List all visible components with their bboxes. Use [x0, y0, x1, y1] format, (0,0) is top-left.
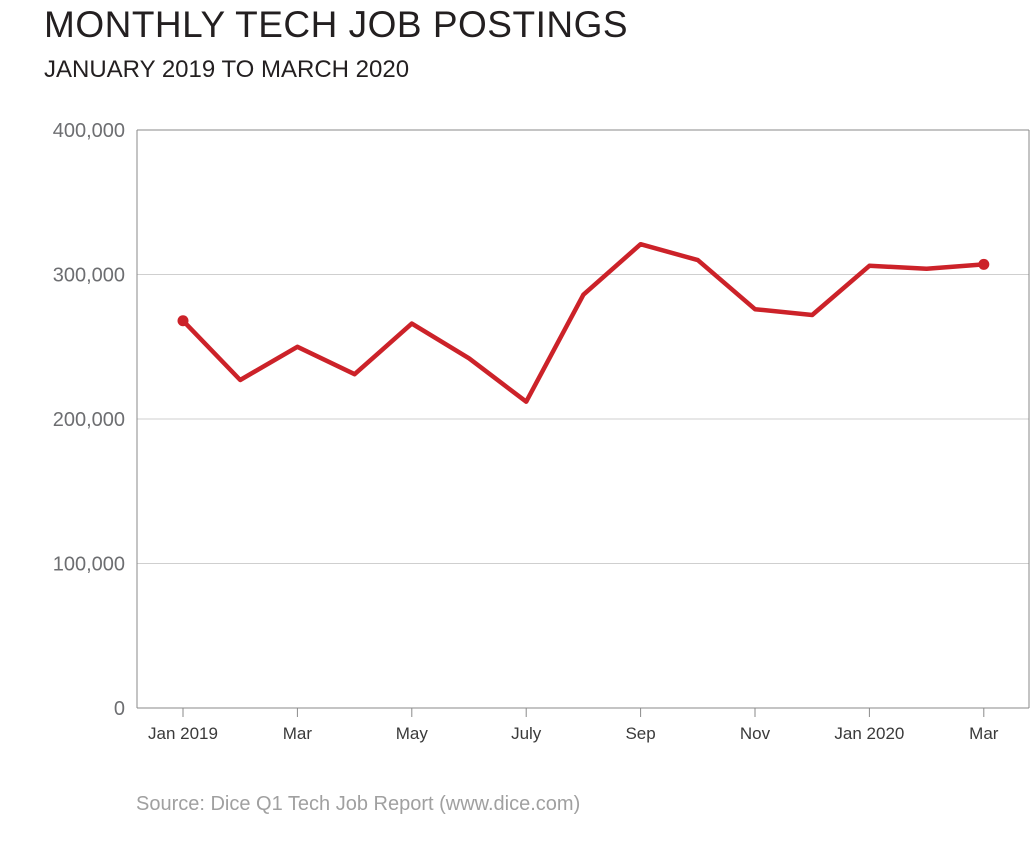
y-tick-label: 200,000	[53, 409, 125, 431]
series-line	[180, 241, 987, 404]
y-tick-label: 400,000	[53, 120, 125, 142]
x-tick-label: July	[511, 724, 542, 743]
source-note: Source: Dice Q1 Tech Job Report (www.dic…	[136, 793, 581, 815]
x-tick-label: Mar	[283, 724, 313, 743]
chart-title: MONTHLY TECH JOB POSTINGS	[44, 4, 629, 45]
x-tick-label: Jan 2019	[148, 724, 218, 743]
x-tick-label: Sep	[625, 724, 655, 743]
y-tick-label: 300,000	[53, 265, 125, 287]
chart-subtitle: JANUARY 2019 TO MARCH 2020	[44, 56, 410, 83]
x-tick-label: Jan 2020	[834, 724, 904, 743]
x-tick-label: Mar	[969, 724, 999, 743]
data-point	[978, 258, 990, 270]
y-tick-label: 0	[114, 698, 125, 720]
data-point	[177, 315, 189, 327]
y-tick-label: 100,000	[53, 554, 125, 576]
x-tick-label: May	[396, 724, 429, 743]
x-tick-label: Nov	[740, 724, 771, 743]
